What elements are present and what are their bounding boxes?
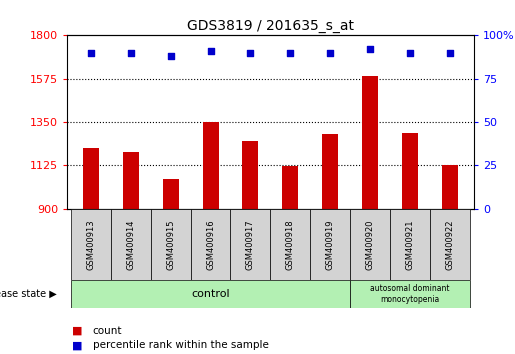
Bar bbox=[243, 141, 259, 209]
Text: disease state ▶: disease state ▶ bbox=[0, 289, 57, 299]
Text: GSM400922: GSM400922 bbox=[445, 219, 454, 269]
Bar bbox=[350, 280, 470, 308]
Point bbox=[127, 50, 135, 56]
Bar bbox=[282, 166, 298, 209]
Point bbox=[326, 50, 334, 56]
Text: count: count bbox=[93, 326, 122, 336]
Bar bbox=[83, 148, 99, 209]
Text: ■: ■ bbox=[72, 326, 82, 336]
Bar bbox=[310, 209, 350, 280]
Text: GSM400916: GSM400916 bbox=[206, 219, 215, 270]
Point bbox=[87, 50, 95, 56]
Bar bbox=[191, 209, 231, 280]
Bar bbox=[430, 209, 470, 280]
Point bbox=[207, 48, 215, 54]
Text: GSM400914: GSM400914 bbox=[126, 219, 135, 269]
Bar bbox=[71, 209, 111, 280]
Bar bbox=[163, 179, 179, 209]
Bar bbox=[402, 133, 418, 209]
Bar bbox=[270, 209, 310, 280]
Bar bbox=[390, 209, 430, 280]
Text: GSM400918: GSM400918 bbox=[286, 219, 295, 270]
Text: GSM400917: GSM400917 bbox=[246, 219, 255, 270]
Bar bbox=[202, 122, 218, 209]
Bar bbox=[362, 76, 378, 209]
Text: GSM400921: GSM400921 bbox=[405, 219, 415, 269]
Text: percentile rank within the sample: percentile rank within the sample bbox=[93, 340, 269, 350]
Text: GSM400920: GSM400920 bbox=[366, 219, 374, 269]
Bar bbox=[123, 152, 139, 209]
Bar bbox=[71, 280, 350, 308]
Bar bbox=[111, 209, 151, 280]
Bar bbox=[322, 134, 338, 209]
Point bbox=[166, 53, 175, 59]
Text: GSM400915: GSM400915 bbox=[166, 219, 175, 269]
Bar bbox=[151, 209, 191, 280]
Bar bbox=[442, 165, 458, 209]
Point bbox=[406, 50, 414, 56]
Point bbox=[446, 50, 454, 56]
Point bbox=[286, 50, 295, 56]
Text: autosomal dominant
monocytopenia: autosomal dominant monocytopenia bbox=[370, 284, 450, 303]
Text: GSM400913: GSM400913 bbox=[87, 219, 95, 270]
Point bbox=[366, 46, 374, 52]
Text: control: control bbox=[191, 289, 230, 299]
Text: ■: ■ bbox=[72, 340, 82, 350]
Text: GSM400919: GSM400919 bbox=[325, 219, 335, 269]
Bar bbox=[231, 209, 270, 280]
Title: GDS3819 / 201635_s_at: GDS3819 / 201635_s_at bbox=[187, 19, 354, 33]
Bar bbox=[350, 209, 390, 280]
Point bbox=[246, 50, 254, 56]
